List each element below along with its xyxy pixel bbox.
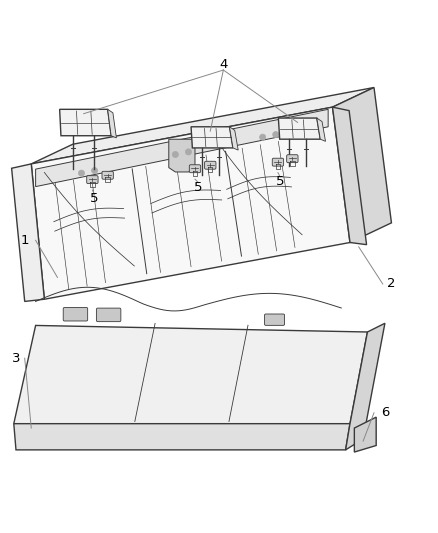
FancyBboxPatch shape — [272, 158, 284, 166]
Polygon shape — [14, 326, 367, 424]
Polygon shape — [332, 87, 392, 243]
Circle shape — [185, 149, 191, 155]
Polygon shape — [31, 107, 350, 299]
FancyBboxPatch shape — [265, 314, 285, 325]
FancyBboxPatch shape — [287, 155, 298, 163]
Circle shape — [92, 167, 98, 174]
Circle shape — [172, 151, 178, 158]
Polygon shape — [35, 109, 328, 187]
Polygon shape — [169, 139, 195, 172]
Text: 4: 4 — [219, 58, 228, 71]
FancyBboxPatch shape — [102, 171, 113, 179]
FancyBboxPatch shape — [205, 161, 216, 169]
Circle shape — [273, 132, 279, 138]
Text: 3: 3 — [12, 352, 20, 365]
Text: 6: 6 — [381, 406, 389, 419]
Text: 2: 2 — [387, 278, 396, 290]
Polygon shape — [60, 109, 111, 136]
Circle shape — [78, 170, 85, 176]
Polygon shape — [14, 424, 350, 450]
FancyBboxPatch shape — [189, 165, 201, 173]
Text: 5: 5 — [276, 175, 284, 188]
FancyBboxPatch shape — [87, 176, 98, 183]
Polygon shape — [317, 118, 325, 141]
Polygon shape — [12, 164, 44, 302]
Polygon shape — [332, 107, 367, 245]
Text: 5: 5 — [90, 192, 99, 205]
Polygon shape — [31, 87, 374, 164]
Polygon shape — [354, 417, 376, 452]
Circle shape — [260, 134, 266, 140]
Polygon shape — [279, 118, 320, 139]
Polygon shape — [346, 323, 385, 450]
FancyBboxPatch shape — [96, 308, 121, 321]
Text: 1: 1 — [21, 234, 29, 247]
Polygon shape — [230, 127, 238, 150]
Text: 5: 5 — [194, 181, 203, 193]
Polygon shape — [108, 109, 117, 138]
FancyBboxPatch shape — [63, 308, 88, 321]
Polygon shape — [191, 127, 233, 148]
